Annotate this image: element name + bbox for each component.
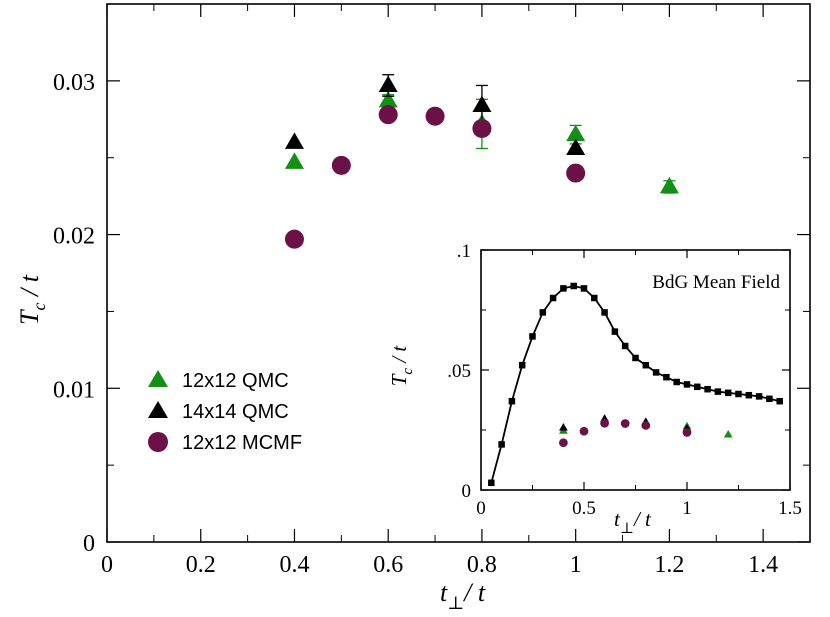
inset-point-12x12-mcmf — [620, 419, 630, 428]
inset-y-axis-label: Tc / t — [387, 345, 416, 387]
inset-point-12x12-mcmf — [600, 418, 609, 428]
inset-point-bdg-mean-field — [745, 391, 753, 399]
inset-point-14x14-qmc — [559, 423, 568, 431]
inset-x-tick-label: 1 — [682, 498, 692, 519]
main-y-tick-label: 0.01 — [53, 377, 95, 403]
main-point-12x12-mcmf — [378, 105, 398, 125]
inset-y-tick-label: .1 — [457, 241, 471, 262]
legend-label: 12x12 MCMF — [182, 432, 302, 454]
inset-point-bdg-mean-field — [694, 383, 701, 391]
inset-point-bdg-mean-field — [580, 285, 588, 292]
svg-text:Tc / t: Tc / t — [15, 274, 49, 325]
inset-point-12x12-mcmf — [682, 428, 692, 437]
legend-label: 14x14 QMC — [182, 401, 289, 423]
main-y-tick-label: 0.03 — [53, 70, 95, 96]
main-x-tick-label: 1.4 — [748, 552, 778, 578]
main-x-tick-label: 0.6 — [373, 552, 403, 578]
main-axes — [106, 3, 811, 543]
inset-point-12x12-mcmf — [559, 438, 568, 448]
main-point-12x12-mcmf — [284, 229, 304, 249]
main-data-marks — [284, 74, 679, 249]
main-x-axis-label: t⊥/ t — [440, 578, 486, 613]
inset-point-bdg-mean-field — [518, 361, 526, 369]
main-x-tick-label: 1 — [570, 552, 582, 578]
inset-point-bdg-mean-field — [611, 328, 619, 335]
inset-x-axis-label: t⊥/ t — [614, 507, 652, 537]
main-point-12x12-mcmf — [566, 163, 586, 183]
inset-point-bdg-mean-field — [673, 378, 680, 386]
svg-text:t⊥/ t: t⊥/ t — [440, 578, 486, 613]
legend-marker — [148, 401, 168, 418]
inset-point-bdg-mean-field — [735, 390, 742, 398]
main-point-12x12-qmc — [659, 176, 679, 194]
legend-marker — [148, 432, 168, 452]
main-point-14x14-qmc — [284, 132, 304, 149]
inset-point-bdg-mean-field — [663, 373, 670, 381]
inset-point-bdg-mean-field — [724, 389, 732, 397]
inset-point-bdg-mean-field — [683, 381, 691, 388]
main-point-14x14-qmc — [566, 138, 586, 155]
main-point-12x12-mcmf — [425, 106, 445, 126]
main-frame — [106, 3, 811, 543]
legend-label: 12x12 QMC — [182, 370, 289, 392]
main-point-12x12-qmc — [284, 152, 304, 169]
main-y-axis-label: Tc / t — [15, 274, 49, 325]
main-x-tick-label: 0.8 — [467, 552, 497, 578]
main-y-tick-label: 0.02 — [53, 224, 95, 250]
inset-point-bdg-mean-field — [766, 395, 773, 403]
svg-text:t⊥/ t: t⊥/ t — [614, 507, 652, 537]
legend-marker — [148, 370, 168, 387]
inset-point-bdg-mean-field — [652, 369, 660, 376]
inset-x-tick-label: 1.5 — [778, 498, 802, 519]
inset-point-12x12-mcmf — [579, 426, 589, 436]
inset-point-bdg-mean-field — [508, 397, 516, 405]
inset-background — [481, 250, 790, 490]
inset-point-bdg-mean-field — [549, 294, 557, 302]
inset-y-tick-label: 0 — [462, 481, 472, 502]
inset-point-bdg-mean-field — [714, 388, 722, 395]
inset-point-12x12-qmc — [723, 429, 733, 438]
inset-point-bdg-mean-field — [755, 393, 763, 400]
inset-point-bdg-mean-field — [601, 309, 608, 316]
inset-y-tick-label: .05 — [447, 361, 471, 382]
main-point-12x12-mcmf — [331, 155, 351, 175]
inset-point-bdg-mean-field — [539, 309, 547, 316]
main-point-12x12-mcmf — [472, 119, 492, 139]
main-ticks: 0 0.2 0.4 0.6 0.8 1 1.2 1.4 0 0.01 0.02 0.03 — [53, 4, 810, 578]
inset-point-bdg-mean-field — [570, 282, 577, 290]
svg-text:Tc / t: Tc / t — [387, 345, 416, 387]
inset-data-marks — [488, 282, 783, 487]
main-point-14x14-qmc — [472, 95, 492, 112]
inset-point-bdg-mean-field — [560, 285, 567, 292]
main-point-14x14-qmc — [378, 75, 398, 92]
main-x-tick-label: 0 — [101, 552, 113, 578]
main-x-tick-label: 1.2 — [654, 552, 684, 578]
inset-title: BdG Mean Field — [652, 272, 780, 293]
main-point-12x12-qmc — [378, 90, 398, 108]
inset-point-bdg-mean-field — [642, 361, 650, 369]
inset-point-bdg-mean-field — [498, 441, 505, 448]
main-x-tick-label: 0.4 — [279, 552, 309, 578]
inset-point-bdg-mean-field — [632, 354, 639, 362]
inset-x-tick-label: 0 — [476, 498, 486, 519]
main-y-tick-label: 0 — [83, 531, 95, 557]
inset-ticks: 0 0.5 1 1.5 0 .05 .1 — [447, 241, 802, 519]
inset-point-bdg-mean-field — [529, 333, 536, 340]
inset-point-bdg-mean-field — [621, 342, 629, 350]
main-x-tick-label: 0.2 — [186, 552, 216, 578]
inset-point-12x12-mcmf — [641, 421, 651, 430]
inset-point-bdg-mean-field — [704, 385, 711, 393]
inset-x-tick-label: 0.5 — [572, 498, 596, 519]
legend: 12x12 QMC 14x14 QMC 12x12 MCMF — [148, 370, 302, 454]
inset-point-bdg-mean-field — [591, 294, 598, 302]
main-point-12x12-qmc — [566, 124, 586, 142]
inset-point-bdg-mean-field — [776, 397, 783, 405]
inset-point-bdg-mean-field — [488, 479, 495, 487]
